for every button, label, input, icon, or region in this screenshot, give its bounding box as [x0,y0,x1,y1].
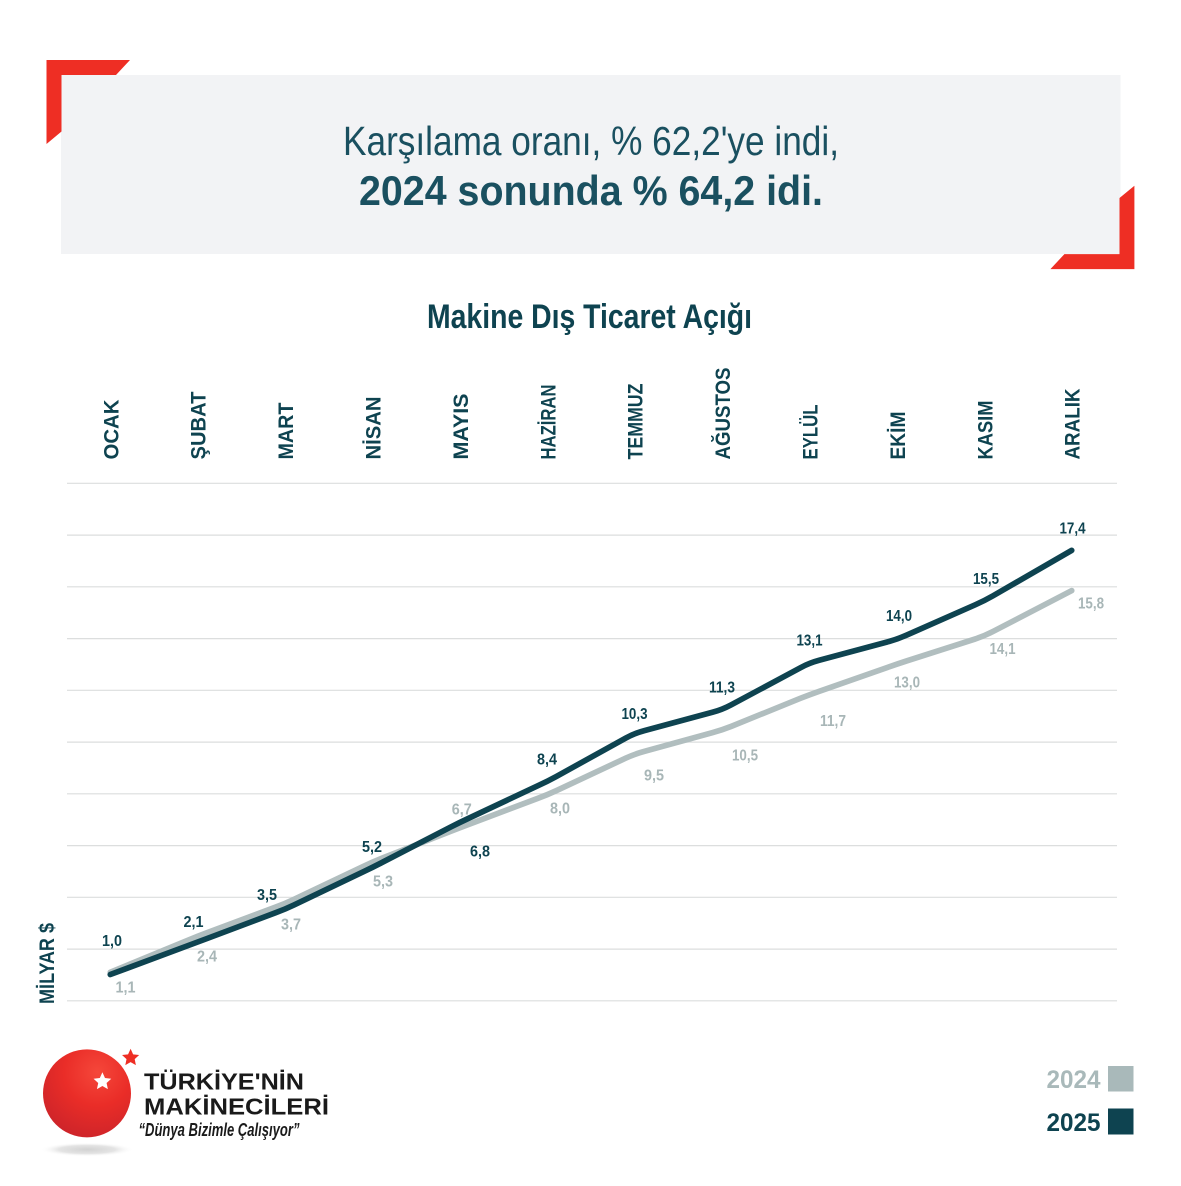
svg-text:10,3: 10,3 [622,706,648,723]
svg-text:TEMMUZ: TEMMUZ [625,383,648,459]
svg-text:15,5: 15,5 [973,571,999,588]
svg-text:ŞUBAT: ŞUBAT [188,391,211,459]
svg-text:EYLÜL: EYLÜL [800,404,823,459]
svg-text:3,7: 3,7 [281,917,301,934]
svg-text:1,1: 1,1 [116,980,136,997]
svg-text:5,3: 5,3 [373,874,393,891]
svg-text:8,4: 8,4 [537,752,557,769]
svg-text:“Dünya Bizimle Çalışıyor”: “Dünya Bizimle Çalışıyor” [139,1120,300,1140]
svg-text:13,1: 13,1 [797,633,823,650]
svg-text:MAKİNECİLERİ: MAKİNECİLERİ [144,1093,329,1119]
svg-text:11,7: 11,7 [820,713,846,730]
svg-text:AĞUSTOS: AĞUSTOS [711,368,735,460]
svg-text:10,5: 10,5 [732,748,758,765]
svg-text:TÜRKİYE'NİN: TÜRKİYE'NİN [144,1068,304,1094]
svg-text:9,5: 9,5 [644,768,664,785]
svg-text:ARALIK: ARALIK [1062,389,1085,460]
svg-text:6,7: 6,7 [452,802,472,819]
svg-text:MAYIS: MAYIS [450,393,473,459]
svg-text:6,8: 6,8 [470,844,490,861]
svg-text:HAZİRAN: HAZİRAN [537,385,560,460]
svg-text:Karşılama oranı, % 62,2'ye ind: Karşılama oranı, % 62,2'ye indi, [343,118,839,164]
svg-text:EKİM: EKİM [887,412,910,460]
svg-text:MİLYAR $: MİLYAR $ [36,923,59,1004]
svg-text:MART: MART [275,402,298,459]
svg-text:1,0: 1,0 [102,933,122,950]
svg-text:Makine Dış Ticaret Açığı: Makine Dış Ticaret Açığı [427,298,752,336]
svg-text:8,0: 8,0 [550,801,570,818]
svg-text:2,1: 2,1 [184,914,204,931]
svg-text:OCAK: OCAK [100,400,123,460]
svg-text:17,4: 17,4 [1060,521,1086,538]
svg-text:2025: 2025 [1047,1109,1101,1137]
svg-text:14,1: 14,1 [990,641,1016,658]
svg-text:2,4: 2,4 [197,949,217,966]
svg-text:3,5: 3,5 [257,887,277,904]
svg-text:2024 sonunda % 64,2 idi.: 2024 sonunda % 64,2 idi. [359,167,823,214]
svg-text:KASIM: KASIM [974,400,997,459]
svg-text:11,3: 11,3 [709,680,735,697]
svg-text:5,2: 5,2 [362,839,382,856]
svg-text:15,8: 15,8 [1078,596,1104,613]
svg-text:2024: 2024 [1047,1066,1101,1094]
svg-text:NİSAN: NİSAN [363,397,386,460]
svg-text:13,0: 13,0 [894,675,920,692]
svg-text:14,0: 14,0 [886,608,912,625]
